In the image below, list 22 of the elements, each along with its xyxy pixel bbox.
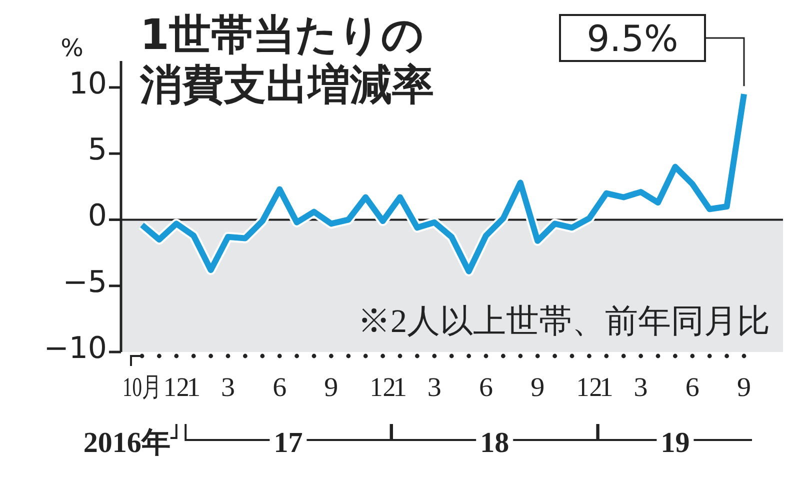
text: 18	[480, 427, 510, 459]
y-tick-label: 10	[68, 66, 107, 102]
chart-title: 1世帯当たりの消費支出増減率	[140, 10, 435, 110]
x-tick-label: 6	[479, 372, 493, 402]
text: 2016年	[83, 427, 170, 459]
x-tick-label: 9	[737, 372, 751, 402]
x-tick-label: 3	[634, 372, 648, 402]
x-tick-label: 3	[221, 372, 235, 402]
x-tick-label: 6	[685, 372, 700, 402]
y-tick-label: 5	[88, 132, 107, 168]
y-axis-title: %	[60, 34, 84, 62]
data-label: 9.5%	[586, 19, 678, 60]
y-tick-label: −5	[62, 264, 107, 300]
y-tick-label: 0	[88, 198, 107, 234]
x-tick-label: 9	[530, 372, 545, 402]
x-tick-label: 3	[427, 372, 442, 402]
y-tick-label: −10	[44, 331, 107, 366]
text: 17	[274, 427, 303, 459]
x-tick-label: 6	[272, 372, 287, 402]
annotation: ※2人以上世帯、前年同月比	[358, 304, 770, 340]
text: 19	[660, 427, 690, 459]
x-tick-label: 9	[324, 372, 338, 402]
